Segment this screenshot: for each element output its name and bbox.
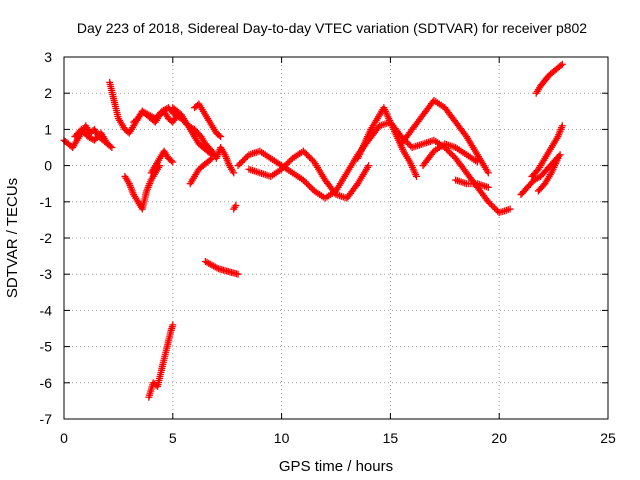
y-tick-label: -4 [40,302,53,318]
data-points [60,60,566,401]
gridlines [64,57,608,419]
data-point [242,154,250,162]
data-point [301,149,309,157]
x-tick-labels: 0 5 10 15 20 25 [60,430,616,446]
x-axis-title: GPS time / hours [279,458,393,475]
data-point [306,182,314,190]
x-tick-label: 5 [169,430,177,446]
x-tick-label: 0 [60,430,68,446]
data-point [167,157,175,165]
y-tick-label: 2 [44,85,52,101]
y-tick-label: 0 [44,158,52,174]
data-point [299,147,307,155]
data-point [234,162,242,170]
x-tick-label: 15 [383,430,399,446]
data-point [302,179,310,187]
data-point [282,161,290,169]
data-point [232,201,240,209]
data-point [556,151,564,159]
data-point [169,158,177,166]
data-point [484,183,492,191]
data-point [365,162,373,170]
data-point [302,150,310,158]
data-point [405,140,413,148]
data-point [284,159,292,167]
data-point [307,155,315,163]
data-point [307,184,315,192]
data-point [169,321,177,329]
x-tick-label: 10 [274,430,290,446]
data-point [281,162,289,170]
data-point [279,164,287,172]
y-tick-label: -6 [40,375,53,391]
data-point [484,169,492,177]
data-point [413,172,421,180]
data-point [278,165,286,173]
data-point [106,142,114,150]
data-point [487,201,495,209]
data-point [207,150,215,158]
data-point [240,155,248,163]
data-point [299,176,307,184]
data-point [557,61,565,69]
data-point [306,153,314,161]
data-point [486,199,494,207]
data-point [554,154,562,162]
y-tick-label: -3 [40,266,53,282]
y-tick-label: -2 [40,230,53,246]
data-point [492,206,500,214]
data-point [217,133,225,141]
data-point [304,181,312,189]
data-point [207,156,215,164]
data-point [506,205,514,213]
data-point [215,131,223,139]
data-point [445,148,453,156]
y-axis-title: SDTVAR / TECUs [4,178,21,298]
axis-ticks [63,56,609,420]
data-point [484,198,492,206]
data-point [108,144,116,151]
y-tick-label: 3 [44,49,52,65]
data-point [301,178,309,186]
data-point [447,150,455,158]
x-tick-label: 20 [491,430,507,446]
data-point [473,158,481,166]
data-point [491,204,499,212]
y-tick-label: 1 [44,121,52,137]
data-point [489,202,497,210]
x-tick-label: 25 [600,430,616,446]
y-tick-label: -1 [40,194,53,210]
data-point [304,152,312,160]
data-point [230,169,238,177]
data-point [558,60,566,68]
data-point [449,151,457,159]
y-tick-label: -5 [40,339,53,355]
data-point [558,122,566,130]
data-point [213,264,221,272]
data-point [236,160,244,168]
y-tick-labels: -7 -6 -5 -4 -3 -2 -1 0 1 2 3 [40,49,53,427]
data-point [237,158,245,166]
chart-title: Day 223 of 2018, Sidereal Day-to-day VTE… [77,20,587,36]
data-point [285,157,293,165]
data-point [239,157,247,165]
data-point [234,270,242,278]
y-tick-label: -7 [40,411,53,427]
data-point [208,154,216,162]
